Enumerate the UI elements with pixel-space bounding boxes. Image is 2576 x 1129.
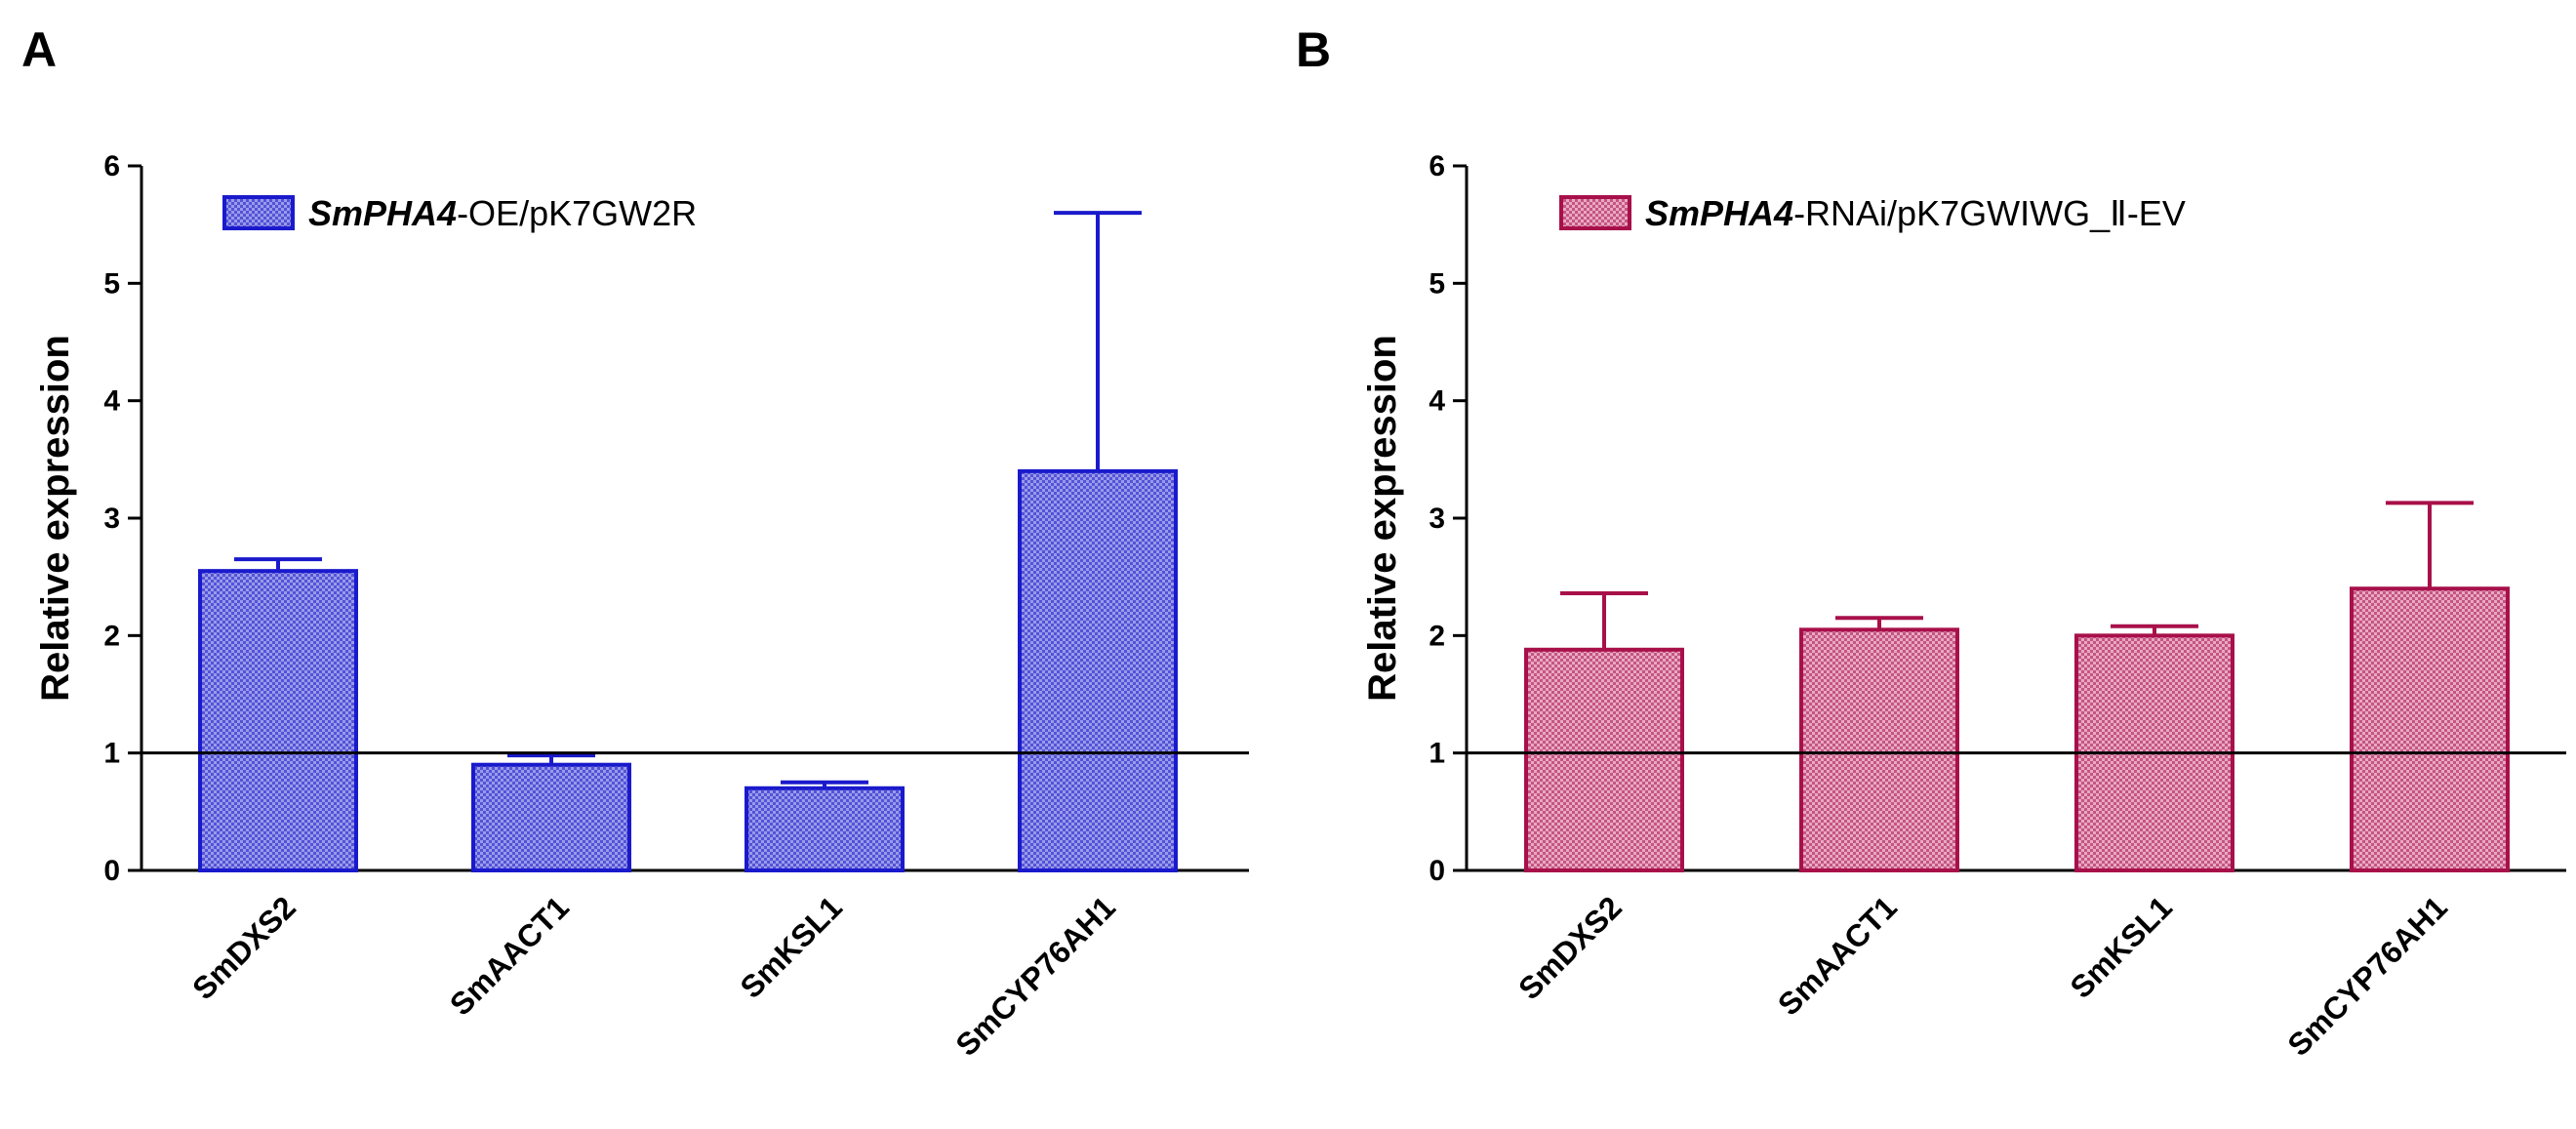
y-tick-label: 5	[1429, 267, 1445, 300]
x-tick-label: SmDXS2	[185, 889, 302, 1006]
bar	[745, 786, 905, 872]
chart-a: 0 1 2 3 4 5 6 Relative expression SmDXS2 SmAACT1 S…	[34, 150, 1249, 1063]
x-tick-label: SmAACT1	[443, 889, 576, 1022]
legend-swatch	[1559, 195, 1631, 230]
y-tick-label: 6	[1429, 150, 1445, 182]
y-tick-label: 2	[103, 620, 120, 652]
y-tick-label: 3	[1429, 503, 1445, 535]
legend-swatch	[222, 195, 295, 230]
bar	[2350, 586, 2510, 872]
y-axis-label: Relative expression	[1361, 335, 1404, 702]
panel-letter: A	[21, 22, 58, 77]
y-tick-label: 0	[103, 855, 120, 887]
x-tick-label: SmAACT1	[1771, 889, 1904, 1022]
bar	[1524, 647, 1684, 872]
panel-a: A 0 1 2 3 4 5 6 Relative expression SmDXS2 SmAACT…	[21, 22, 1249, 1063]
y-tick-label: 1	[103, 738, 120, 770]
legend-label: SmPHA4-RNAi/pK7GWIWG_Ⅱ-EV	[1645, 193, 2186, 233]
y-tick-label: 1	[1429, 738, 1445, 770]
y-tick-label: 2	[1429, 620, 1445, 652]
y-axis-label: Relative expression	[34, 335, 77, 702]
bar	[1018, 468, 1178, 872]
bar	[1799, 627, 1959, 872]
x-tick-label: SmCYP76AH1	[948, 889, 1122, 1063]
legend-label: SmPHA4-OE/pK7GW2R	[308, 193, 697, 233]
chart-b: 0 1 2 3 4 5 6 Relative expression SmDXS2 SmAACT1 S…	[1361, 150, 2566, 1063]
x-tick-label: SmCYP76AH1	[2280, 889, 2454, 1063]
y-tick-label: 4	[1429, 385, 1445, 418]
y-tick-label: 5	[103, 267, 120, 300]
panel-b: B 0 1 2 3 4 5 6 Relative expression SmDXS2 SmAACT…	[1288, 0, 2576, 1129]
x-tick-label: SmKSL1	[733, 889, 849, 1005]
x-tick-label: SmKSL1	[2063, 889, 2179, 1005]
y-tick-label: 3	[103, 503, 120, 535]
panel-letter: B	[1296, 22, 1332, 77]
y-tick-label: 4	[103, 385, 120, 418]
y-tick-label: 0	[1429, 855, 1445, 887]
x-tick-label: SmDXS2	[1511, 889, 1629, 1006]
bar	[471, 762, 631, 873]
y-tick-label: 6	[103, 150, 120, 182]
bar	[198, 569, 358, 873]
